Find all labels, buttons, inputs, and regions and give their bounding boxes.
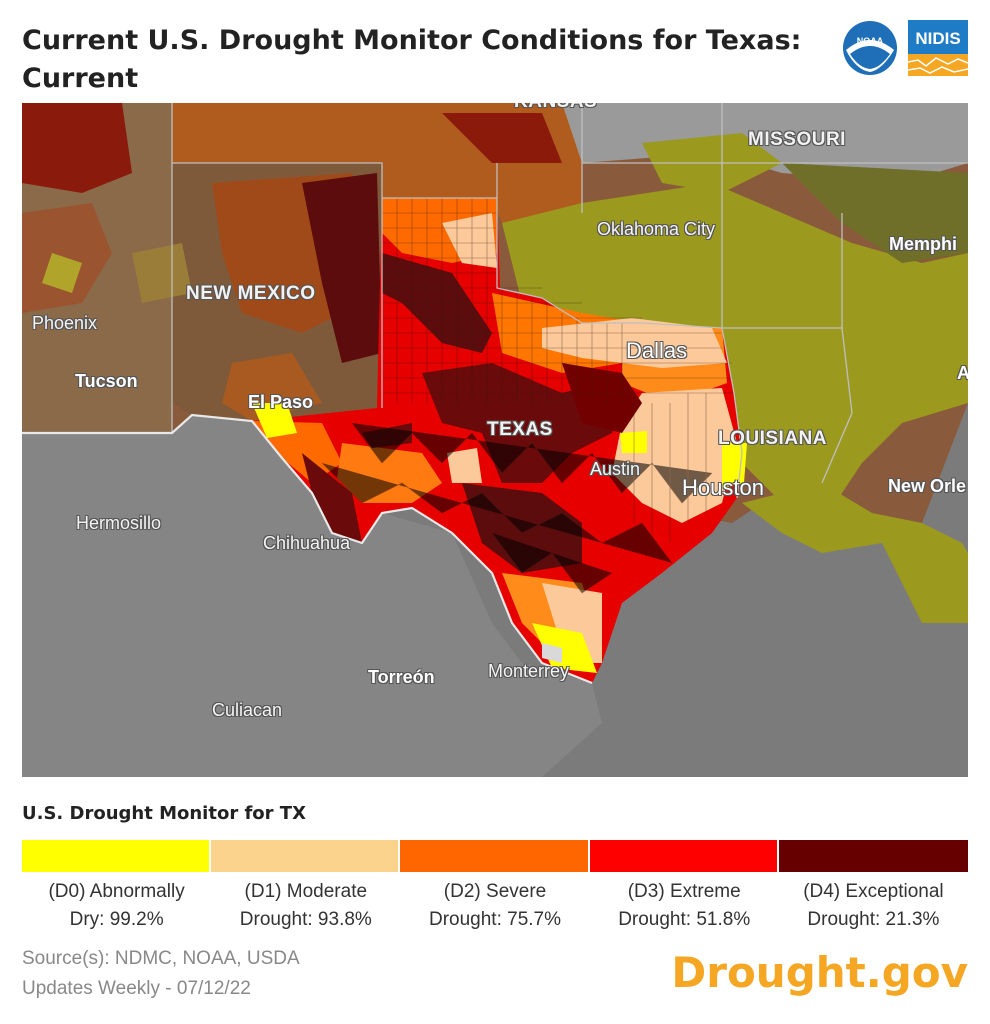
legend-item-d3: (D3) Extreme Drought: 51.8%: [589, 840, 779, 934]
label-missouri: MISSOURI: [748, 129, 846, 150]
legend-label-d0: (D0) Abnormally: [48, 881, 185, 902]
legend-title: U.S. Drought Monitor for TX: [22, 803, 306, 824]
legend-label-d2: (D2) Severe: [443, 881, 547, 902]
legend-value-d0: Dry: 99.2%: [69, 909, 164, 930]
drought-gov-brand[interactable]: Drought.gov: [671, 948, 968, 997]
label-torreon: Torreón: [368, 667, 435, 687]
legend-value-d2: Drought: 75.7%: [428, 909, 562, 930]
label-oklahoma-city: Oklahoma City: [597, 219, 716, 239]
label-texas: TEXAS: [487, 419, 553, 440]
legend-item-d4: (D4) Exceptional Drought: 21.3%: [778, 840, 969, 934]
label-new-mexico: NEW MEXICO: [186, 283, 316, 304]
source-info: Source(s): NDMC, NOAA, USDA Updates Week…: [22, 944, 300, 1004]
label-kansas: KANSAS: [514, 103, 597, 113]
legend-label-d3: (D3) Extreme: [627, 881, 741, 902]
legend-swatch-d2: [400, 840, 588, 872]
international-border: [22, 413, 593, 685]
label-chihuahua: Chihuahua: [263, 533, 351, 553]
legend-item-d2: (D2) Severe Drought: 75.7%: [400, 840, 589, 934]
update-text: Updates Weekly - 07/12/22: [22, 978, 251, 999]
legend-item-d1: (D1) Moderate Drought: 93.8%: [211, 840, 400, 934]
label-new-orleans: New Orle: [888, 476, 967, 496]
label-dallas: Dallas: [626, 338, 688, 363]
label-hermosillo: Hermosillo: [76, 513, 162, 533]
label-el-paso: El Paso: [248, 392, 314, 412]
legend-swatch-d3: [589, 840, 777, 872]
noaa-logo[interactable]: NOAA: [842, 20, 898, 76]
label-houston: Houston: [682, 475, 764, 500]
label-memphis: Memphi: [889, 234, 958, 254]
state-borders: [171, 103, 968, 499]
label-edge-a: A: [957, 363, 968, 383]
louisiana-area: [742, 483, 968, 623]
label-phoenix: Phoenix: [32, 313, 98, 333]
legend-label-d1: (D1) Moderate: [244, 881, 368, 902]
label-culiacan: Culiacan: [212, 700, 283, 720]
legend: (D0) Abnormally Dry: 99.2% (D1) Moderate D…: [22, 840, 969, 934]
legend-label-d4: (D4) Exceptional: [803, 881, 944, 902]
drought-map[interactable]: KANSAS MISSOURI NEW MEXICO TEXAS LOUISIA…: [22, 103, 968, 777]
legend-value-d3: Drought: 51.8%: [618, 909, 751, 930]
svg-text:NOAA: NOAA: [857, 36, 884, 46]
logos: NOAA NIDIS: [842, 20, 969, 76]
legend-swatch-d0: [22, 840, 210, 872]
source-text: Source(s): NDMC, NOAA, USDA: [22, 948, 300, 969]
olive-east: [502, 183, 968, 523]
legend-value-d1: Drought: 93.8%: [239, 909, 372, 930]
label-louisiana: LOUISIANA: [718, 428, 827, 449]
label-monterrey: Monterrey: [488, 661, 570, 681]
map-canvas: [22, 103, 968, 777]
page-title: Current U.S. Drought Monitor Conditions …: [22, 25, 802, 94]
mexico-land: [22, 415, 602, 777]
svg-text:NIDIS: NIDIS: [915, 29, 960, 48]
label-tucson: Tucson: [75, 371, 138, 391]
legend-swatch-d1: [211, 840, 399, 872]
county-grid: [321, 198, 734, 594]
label-austin: Austin: [590, 459, 641, 479]
legend-item-d0: (D0) Abnormally Dry: 99.2%: [22, 840, 211, 934]
legend-swatch-d4: [778, 840, 969, 872]
legend-value-d4: Drought: 21.3%: [807, 909, 940, 930]
nidis-logo[interactable]: NIDIS: [907, 20, 969, 76]
